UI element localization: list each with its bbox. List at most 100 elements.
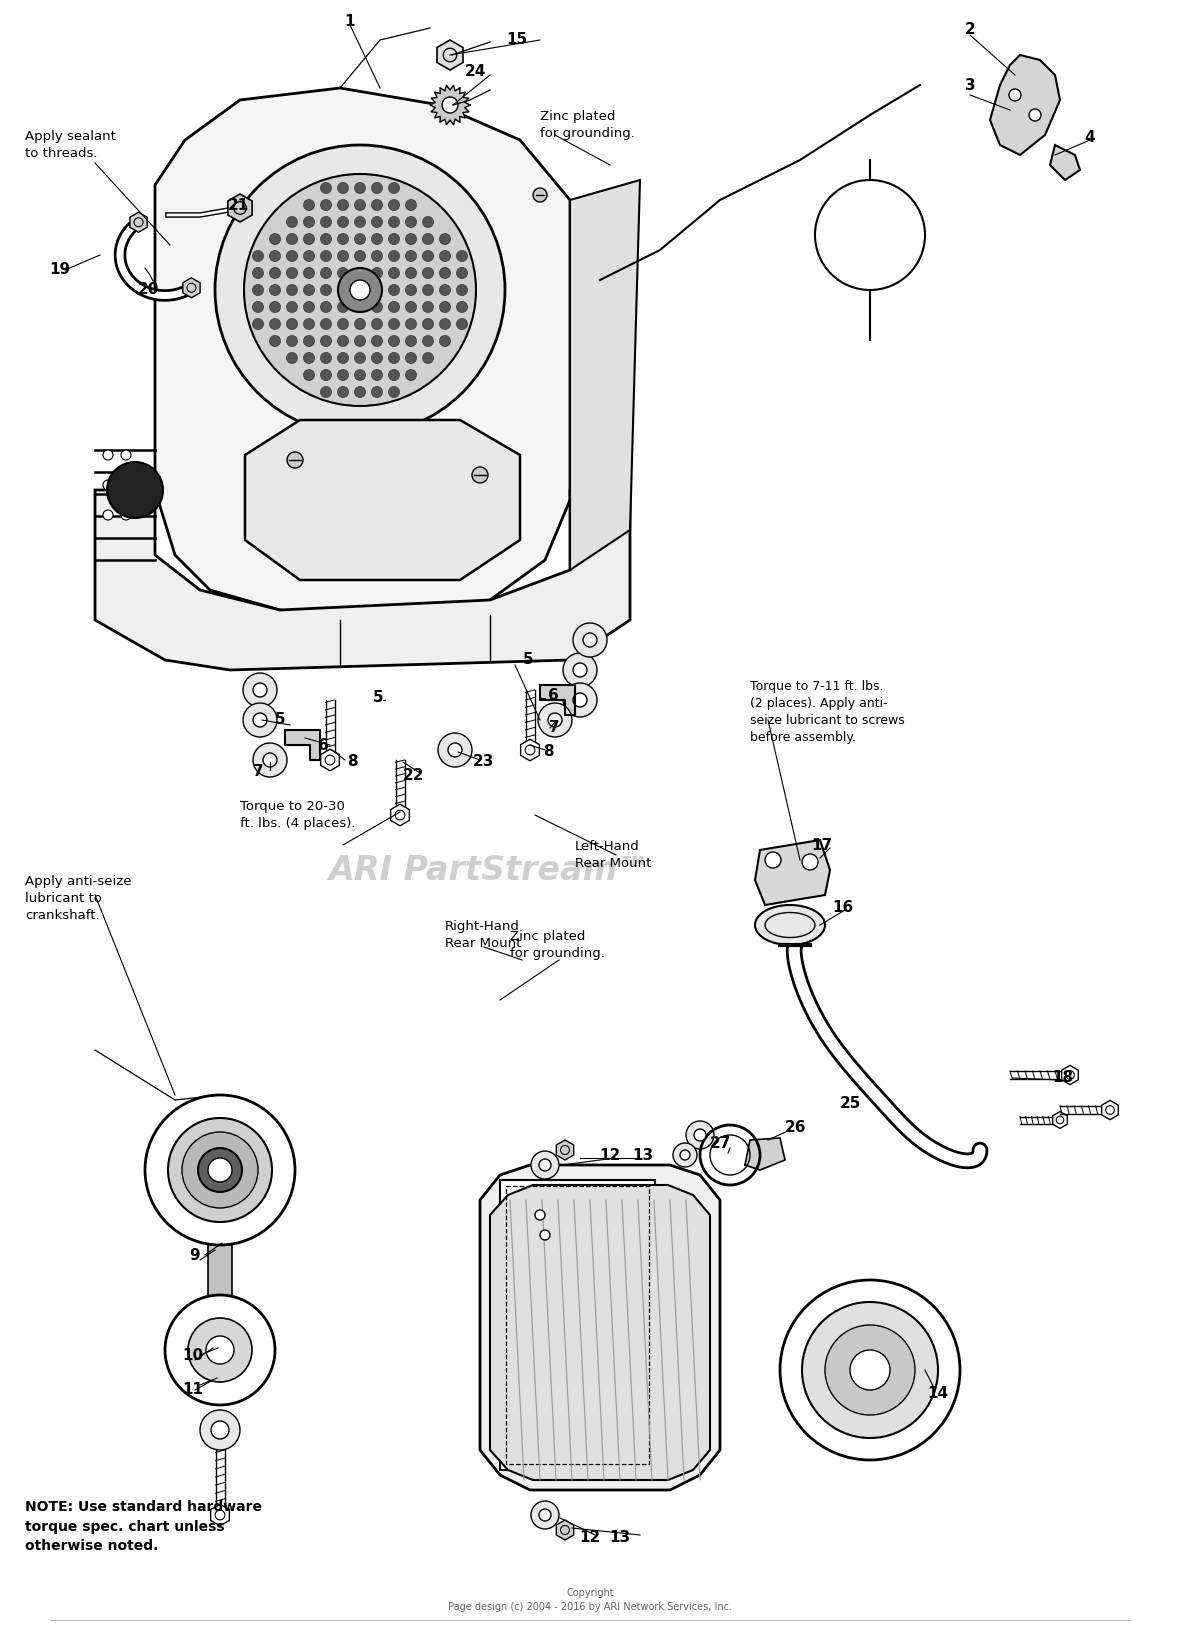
Circle shape [388, 183, 400, 194]
Circle shape [372, 302, 382, 312]
Circle shape [321, 318, 332, 330]
Text: Right-Hand
Rear Mount: Right-Hand Rear Mount [445, 920, 522, 950]
Text: ARI PartStream™: ARI PartStream™ [328, 854, 651, 886]
Circle shape [244, 175, 476, 406]
Circle shape [422, 268, 433, 279]
Circle shape [802, 1302, 938, 1438]
Text: Copyright
Page design (c) 2004 - 2016 by ARI Network Services, Inc.: Copyright Page design (c) 2004 - 2016 by… [448, 1588, 732, 1612]
Circle shape [1056, 1116, 1064, 1124]
Circle shape [253, 713, 267, 726]
Circle shape [321, 353, 332, 364]
Polygon shape [321, 749, 340, 770]
Circle shape [168, 1118, 273, 1222]
Polygon shape [430, 85, 470, 124]
Circle shape [388, 336, 400, 346]
Circle shape [388, 284, 400, 295]
Circle shape [548, 713, 562, 726]
Polygon shape [1102, 1100, 1119, 1120]
Circle shape [388, 250, 400, 261]
Polygon shape [1050, 145, 1080, 180]
Text: NOTE: Use standard hardware
torque spec. chart unless
otherwise noted.: NOTE: Use standard hardware torque spec.… [25, 1500, 262, 1554]
Text: Left-Hand
Rear Mount: Left-Hand Rear Mount [575, 840, 651, 870]
Circle shape [321, 369, 332, 380]
Circle shape [208, 1159, 232, 1182]
Text: 6: 6 [548, 687, 558, 702]
Circle shape [321, 199, 332, 211]
Polygon shape [990, 55, 1060, 155]
Circle shape [422, 302, 433, 312]
Circle shape [448, 743, 463, 757]
Text: 2: 2 [964, 23, 976, 38]
Circle shape [573, 663, 586, 677]
Text: 17: 17 [812, 837, 833, 852]
Circle shape [533, 188, 548, 202]
Circle shape [287, 233, 297, 245]
Circle shape [354, 353, 366, 364]
Circle shape [388, 302, 400, 312]
Circle shape [457, 268, 467, 279]
Circle shape [442, 96, 458, 113]
Circle shape [188, 1319, 253, 1382]
Circle shape [406, 336, 417, 346]
Polygon shape [556, 1141, 573, 1160]
Circle shape [103, 450, 113, 460]
Text: 3: 3 [965, 77, 976, 93]
Circle shape [406, 284, 417, 295]
Circle shape [439, 233, 451, 245]
Polygon shape [96, 490, 630, 671]
Circle shape [122, 450, 131, 460]
Circle shape [1106, 1106, 1114, 1115]
Circle shape [372, 217, 382, 227]
Circle shape [439, 284, 451, 295]
Circle shape [422, 336, 433, 346]
Polygon shape [228, 194, 253, 222]
Circle shape [372, 183, 382, 194]
Circle shape [303, 268, 315, 279]
Circle shape [422, 217, 433, 227]
Text: 23: 23 [472, 754, 493, 770]
Circle shape [321, 302, 332, 312]
Text: Torque to 7-11 ft. lbs.
(2 places). Apply anti-
seize lubricant to screws
before: Torque to 7-11 ft. lbs. (2 places). Appl… [750, 681, 905, 744]
Circle shape [372, 369, 382, 380]
Circle shape [388, 353, 400, 364]
Circle shape [211, 1421, 229, 1439]
Text: 7: 7 [549, 720, 559, 734]
Text: 13: 13 [609, 1529, 630, 1544]
Circle shape [303, 369, 315, 380]
Circle shape [287, 217, 297, 227]
Circle shape [263, 752, 277, 767]
Circle shape [287, 318, 297, 330]
Text: 12: 12 [579, 1529, 601, 1544]
Circle shape [395, 809, 405, 819]
Text: 24: 24 [464, 65, 486, 80]
Circle shape [321, 387, 332, 398]
Circle shape [215, 1510, 225, 1519]
Polygon shape [211, 1505, 229, 1526]
Circle shape [269, 233, 281, 245]
Circle shape [372, 336, 382, 346]
Circle shape [538, 703, 572, 738]
Circle shape [850, 1350, 890, 1390]
Circle shape [439, 318, 451, 330]
Circle shape [337, 369, 348, 380]
Circle shape [680, 1151, 690, 1160]
Circle shape [406, 268, 417, 279]
Polygon shape [183, 277, 201, 297]
Text: 5: 5 [275, 713, 286, 728]
Bar [506, 1186, 649, 1464]
Circle shape [321, 336, 332, 346]
Circle shape [303, 199, 315, 211]
Circle shape [303, 302, 315, 312]
Circle shape [540, 1231, 550, 1240]
Text: 5: 5 [523, 653, 533, 667]
Text: Zinc plated
for grounding.: Zinc plated for grounding. [510, 930, 605, 960]
Circle shape [354, 233, 366, 245]
Circle shape [388, 268, 400, 279]
Circle shape [406, 302, 417, 312]
Polygon shape [155, 88, 570, 620]
Polygon shape [480, 1165, 720, 1490]
Circle shape [406, 353, 417, 364]
Circle shape [269, 318, 281, 330]
Circle shape [303, 353, 315, 364]
Circle shape [439, 302, 451, 312]
